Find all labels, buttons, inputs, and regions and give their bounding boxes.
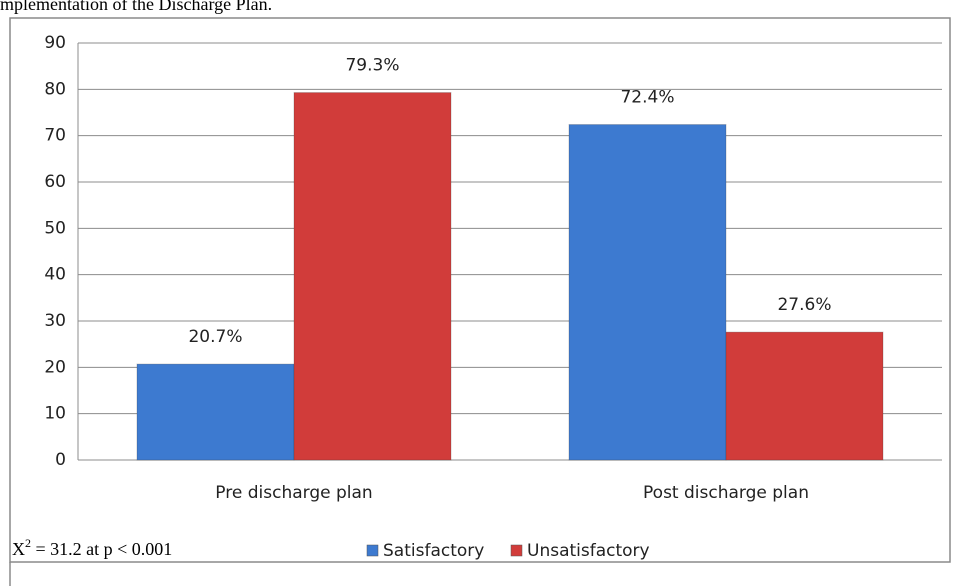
legend-label: Satisfactory (383, 541, 484, 561)
annotation-sup: 2 (25, 536, 31, 550)
legend-label: Unsatisfactory (527, 541, 650, 561)
y-tick-label: 90 (44, 33, 66, 53)
y-tick-label: 0 (55, 450, 66, 470)
bar (568, 124, 727, 461)
chart-title: mplementation of the Discharge Plan. (0, 0, 272, 14)
y-tick-label: 20 (44, 357, 66, 377)
legend-swatch (510, 544, 523, 557)
annotation: X2 = 31.2 at p < 0.001 (12, 536, 172, 559)
bar (725, 331, 884, 461)
y-tick-label: 60 (44, 172, 66, 192)
y-tick-label: 80 (44, 79, 66, 99)
annotation-rest: = 31.2 at p < 0.001 (31, 539, 172, 559)
chart-frame (9, 17, 951, 563)
value-label: 72.4% (620, 88, 674, 108)
y-tick-label: 50 (44, 218, 66, 238)
x-tick-label: Pre discharge plan (215, 483, 372, 503)
value-label: 20.7% (188, 327, 242, 347)
value-label: 27.6% (777, 295, 831, 315)
y-tick-label: 10 (44, 404, 66, 424)
y-tick-label: 40 (44, 265, 66, 285)
legend-swatch (366, 544, 379, 557)
bar (293, 92, 452, 461)
y-tick-label: 30 (44, 311, 66, 331)
annotation-base: X (12, 539, 25, 559)
x-tick-label: Post discharge plan (643, 483, 809, 503)
bar (136, 363, 295, 461)
value-label: 79.3% (345, 56, 399, 76)
y-tick-label: 70 (44, 126, 66, 146)
